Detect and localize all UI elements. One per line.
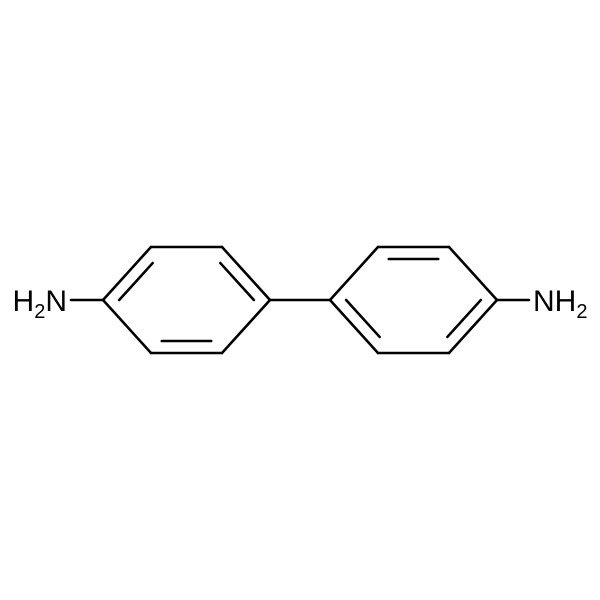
bond-c9-c10-inner xyxy=(119,263,153,300)
bond-c6-c1-inner xyxy=(447,300,481,337)
bond-c10-c11 xyxy=(103,300,151,353)
label-h2n-left: H2N xyxy=(13,285,67,323)
label-layer: NH2 H2N xyxy=(13,285,588,323)
bond-c12-c7 xyxy=(222,300,270,353)
bond-c1-c2 xyxy=(449,247,497,300)
label-nh2-right: NH2 xyxy=(533,285,587,323)
bond-c7-c8-inner xyxy=(220,263,254,300)
bond-c3-c4 xyxy=(330,247,378,300)
molecule-diagram: NH2 H2N xyxy=(0,0,600,600)
bond-layer xyxy=(71,247,529,353)
bond-c4-c5-inner xyxy=(346,300,380,337)
